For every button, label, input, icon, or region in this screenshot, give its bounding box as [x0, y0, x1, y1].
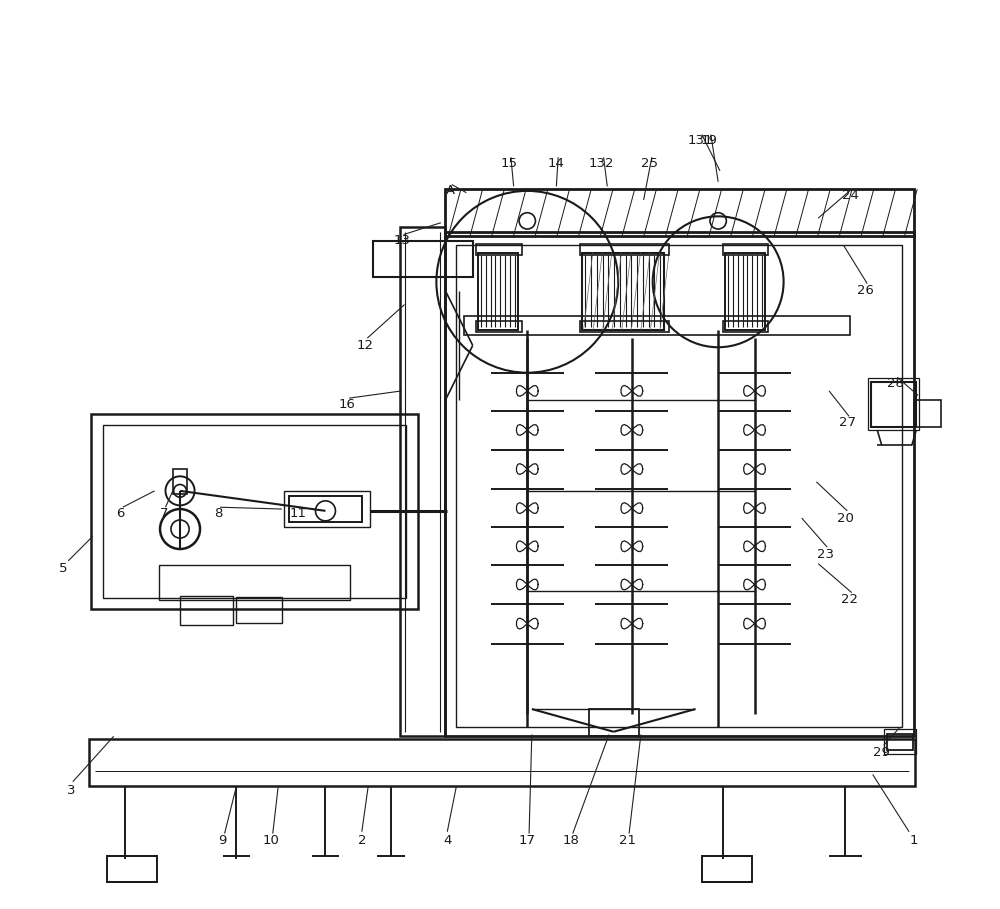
Bar — [400, 227, 445, 736]
Text: 12: 12 — [357, 339, 374, 352]
Text: 8: 8 — [214, 507, 222, 520]
Bar — [159, 565, 350, 600]
Bar — [103, 425, 406, 598]
Bar — [582, 253, 664, 330]
Text: 9: 9 — [219, 834, 227, 847]
Text: 2: 2 — [358, 834, 366, 847]
Text: 1: 1 — [909, 834, 918, 847]
Text: 17: 17 — [519, 834, 536, 847]
Text: 22: 22 — [841, 594, 858, 606]
Bar — [373, 241, 473, 277]
Bar — [914, 400, 941, 427]
Bar — [580, 244, 669, 255]
Bar — [478, 253, 518, 330]
Text: 27: 27 — [839, 416, 856, 429]
Text: 16: 16 — [339, 398, 356, 411]
Bar — [589, 709, 639, 736]
Bar — [476, 244, 522, 255]
Bar — [887, 734, 913, 750]
Text: 11: 11 — [290, 507, 307, 520]
Text: 131: 131 — [687, 135, 713, 147]
Text: 18: 18 — [562, 834, 579, 847]
Text: 28: 28 — [887, 377, 904, 390]
Text: 10: 10 — [262, 834, 279, 847]
Text: 24: 24 — [842, 189, 858, 202]
Bar — [107, 856, 157, 882]
Text: 4: 4 — [443, 834, 451, 847]
Bar — [580, 321, 669, 332]
Text: 132: 132 — [589, 157, 615, 170]
Text: 26: 26 — [857, 285, 874, 297]
Bar — [702, 856, 752, 882]
Bar — [464, 316, 850, 335]
Bar — [456, 245, 902, 727]
Text: 6: 6 — [116, 507, 124, 520]
Bar — [445, 232, 914, 736]
Text: 15: 15 — [501, 157, 518, 170]
Text: 21: 21 — [619, 834, 636, 847]
Text: 23: 23 — [817, 548, 834, 561]
Text: 5: 5 — [59, 562, 68, 574]
Text: 25: 25 — [641, 157, 658, 170]
Bar — [723, 244, 768, 255]
Bar — [476, 321, 522, 332]
Text: 7: 7 — [159, 507, 168, 520]
Text: 3: 3 — [67, 784, 75, 797]
Text: 29: 29 — [873, 746, 890, 759]
Bar — [884, 729, 916, 754]
Bar — [723, 321, 768, 332]
Bar — [289, 496, 362, 522]
Bar — [284, 491, 370, 527]
Bar — [725, 253, 765, 330]
Bar — [868, 378, 919, 430]
Bar — [871, 382, 916, 427]
Bar — [236, 597, 282, 623]
Bar — [445, 189, 914, 236]
Text: 20: 20 — [837, 512, 854, 524]
Text: 14: 14 — [548, 157, 565, 170]
Text: 13: 13 — [393, 235, 410, 247]
Bar — [89, 739, 915, 786]
Bar — [180, 596, 233, 625]
Bar — [91, 414, 418, 609]
Bar — [173, 469, 187, 494]
Text: 19: 19 — [701, 135, 718, 147]
Text: A: A — [445, 185, 455, 197]
